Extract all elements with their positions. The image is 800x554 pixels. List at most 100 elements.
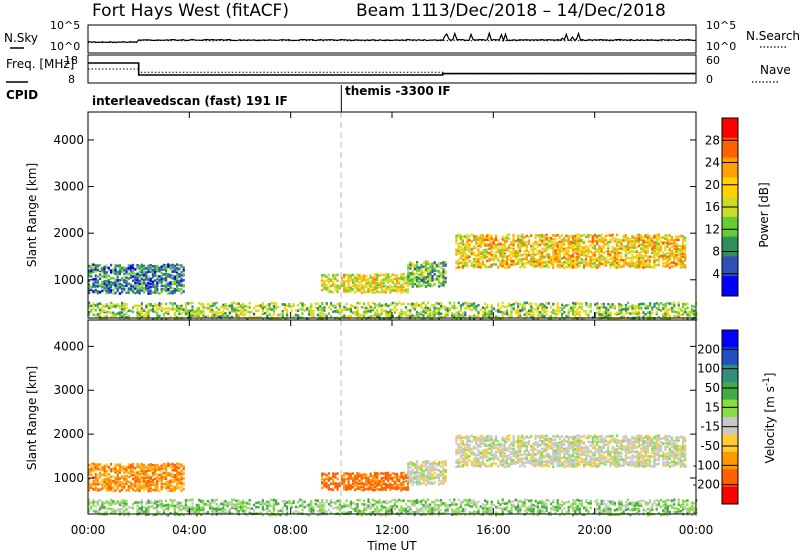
power-echo-cell	[424, 317, 427, 320]
power-echo-cell	[149, 267, 152, 270]
power-echo-cell	[178, 317, 181, 321]
velocity-echo-cell	[492, 455, 495, 458]
power-echo-cell	[349, 276, 352, 279]
power-echo-cell	[613, 249, 616, 252]
velocity-echo-cell	[332, 473, 335, 477]
power-echo-cell	[176, 315, 179, 319]
power-echo-cell	[349, 305, 352, 309]
power-echo-cell	[376, 313, 379, 317]
power-echo-cell	[202, 309, 205, 312]
velocity-echo-cell	[521, 444, 524, 448]
velocity-echo-cell	[602, 455, 605, 458]
power-echo-cell	[294, 309, 297, 312]
velocity-echo-cell	[395, 475, 399, 479]
velocity-echo-cell	[596, 443, 599, 446]
power-echo-cell	[679, 254, 682, 258]
power-echo-cell	[593, 247, 597, 250]
power-echo-cell	[459, 306, 462, 310]
power-echo-cell	[541, 265, 544, 269]
power-echo-cell	[429, 306, 432, 310]
power-echo-cell	[310, 308, 313, 312]
power-echo-cell	[301, 306, 304, 310]
power-echo-cell	[360, 286, 363, 289]
power-echo-cell	[413, 317, 416, 321]
velocity-echo-cell	[143, 463, 146, 467]
power-echo-cell	[604, 257, 608, 260]
velocity-echo-cell	[347, 472, 350, 476]
power-echo-cell	[406, 284, 410, 288]
power-echo-cell	[453, 304, 456, 308]
velocity-echo-cell	[604, 450, 608, 454]
velocity-echo-cell	[418, 479, 421, 482]
velocity-echo-cell	[475, 457, 478, 460]
velocity-echo-cell	[516, 436, 520, 440]
power-echo-cell	[503, 305, 506, 309]
power-echo-cell	[653, 266, 656, 269]
power-echo-cell	[521, 254, 524, 257]
velocity-echo-cell	[536, 443, 539, 446]
velocity-echo-cell	[125, 469, 128, 472]
velocity-echo-cell	[156, 479, 159, 483]
power-echo-cell	[649, 311, 652, 314]
velocity-echo-cell	[367, 482, 370, 485]
velocity-echo-cell	[140, 462, 143, 466]
power-echo-cell	[233, 301, 236, 305]
power-echo-cell	[618, 310, 621, 314]
power-echo-cell	[681, 240, 685, 244]
velocity-echo-cell	[607, 458, 610, 462]
power-echo-cell	[512, 240, 515, 244]
power-echo-cell	[660, 309, 663, 312]
velocity-echo-cell	[472, 463, 476, 466]
velocity-echo-cell	[406, 476, 410, 480]
power-echo-cell	[677, 257, 680, 260]
power-echo-cell	[147, 275, 150, 278]
velocity-echo-cell	[167, 464, 170, 468]
power-echo-cell	[418, 277, 421, 280]
power-echo-cell	[354, 279, 357, 282]
power-echo-cell	[391, 289, 394, 292]
velocity-echo-cell	[580, 460, 583, 464]
power-echo-cell	[470, 247, 473, 251]
power-echo-cell	[598, 263, 601, 267]
velocity-echo-cell	[589, 449, 592, 453]
power-echo-cell	[393, 301, 396, 305]
power-echo-cell	[411, 302, 414, 306]
power-echo-cell	[646, 306, 649, 310]
power-echo-cell	[270, 301, 273, 305]
power-echo-cell	[556, 252, 559, 256]
velocity-echo-cell	[466, 457, 469, 460]
power-echo-cell	[211, 302, 214, 305]
power-echo-cell	[158, 304, 161, 307]
power-echo-cell	[653, 251, 656, 255]
velocity-echo-cell	[519, 453, 522, 457]
power-echo-cell	[376, 310, 379, 314]
power-echo-cell	[587, 313, 590, 317]
power-echo-cell	[217, 312, 220, 315]
velocity-echo-cell	[420, 482, 423, 485]
velocity-echo-cell	[508, 464, 511, 468]
power-echo-cell	[433, 261, 436, 264]
power-echo-cell	[501, 264, 504, 267]
power-echo-cell	[580, 241, 583, 244]
power-echo-cell	[468, 301, 471, 305]
velocity-echo-cell	[387, 471, 390, 475]
power-echo-cell	[88, 283, 91, 286]
power-echo-cell	[679, 257, 682, 261]
power-echo-cell	[598, 251, 601, 255]
power-echo-cell	[198, 314, 201, 318]
velocity-echo-cell	[138, 463, 141, 467]
power-echo-cell	[561, 312, 564, 316]
power-echo-cell	[624, 260, 627, 264]
power-echo-cell	[162, 266, 165, 269]
power-echo-cell	[622, 314, 625, 317]
power-echo-cell	[422, 314, 425, 317]
velocity-echo-cell	[532, 464, 535, 467]
velocity-echo-cell	[516, 449, 520, 453]
power-echo-cell	[602, 255, 605, 259]
velocity-echo-cell	[156, 468, 159, 472]
velocity-echo-cell	[494, 446, 498, 450]
velocity-echo-cell	[461, 457, 465, 461]
power-echo-cell	[611, 261, 614, 264]
power-echo-cell	[657, 238, 660, 241]
velocity-echo-cell	[351, 482, 355, 486]
